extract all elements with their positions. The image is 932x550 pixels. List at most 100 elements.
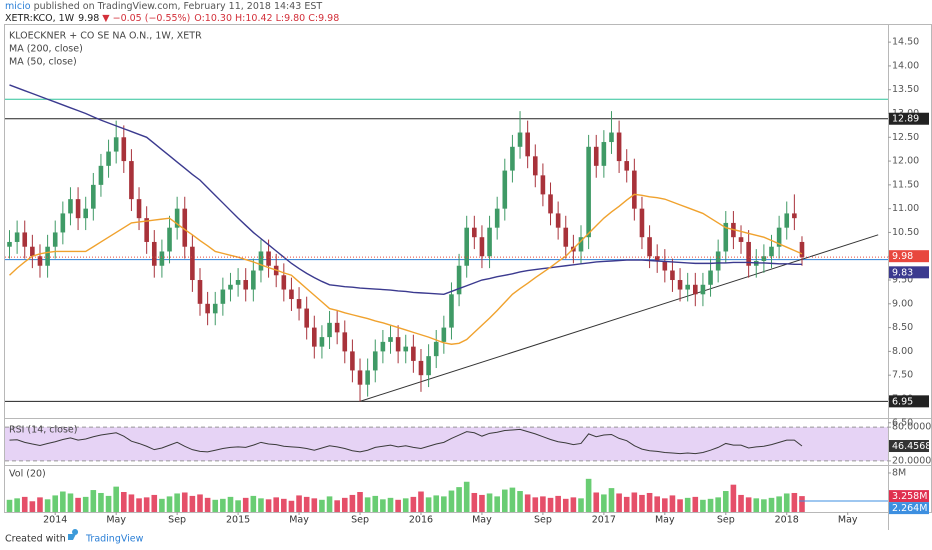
y-tick-label: 7.50	[892, 370, 913, 381]
volume-bar	[585, 478, 592, 512]
candle-body	[266, 251, 271, 266]
volume-bar	[479, 494, 485, 512]
volume-bar	[471, 492, 478, 512]
volume-bar	[364, 497, 371, 512]
volume-bar	[555, 495, 561, 512]
candle-body	[662, 260, 668, 271]
candle-body	[670, 270, 675, 281]
candle-body	[532, 156, 538, 176]
candle-body	[22, 232, 28, 247]
footer-created: Created with	[5, 534, 66, 545]
price-tag-label: 12.89	[892, 114, 919, 125]
x-tick-label: 2016	[409, 515, 433, 526]
candle-body	[395, 337, 401, 352]
volume-bar	[90, 490, 97, 512]
rsi-title: RSI (14, close)	[9, 425, 77, 436]
volume-bar	[159, 498, 165, 512]
volume-bar	[631, 492, 638, 512]
volume-bar	[372, 495, 379, 512]
candle-body	[616, 132, 622, 162]
volume-bar	[235, 500, 241, 512]
price-tag-label: 46.4568	[892, 441, 931, 452]
main-title: KLOECKNER + CO SE NA O.N., 1W, XETR	[9, 31, 202, 42]
volume-bar	[646, 492, 653, 512]
candle-body	[784, 213, 790, 228]
candle-body	[212, 303, 218, 314]
candle-body	[479, 237, 485, 257]
candle-body	[609, 132, 614, 143]
candle-body	[792, 213, 797, 219]
volume-bar	[265, 499, 272, 512]
x-tick-label: Sep	[534, 515, 552, 526]
footer-brand[interactable]: TradingView	[85, 534, 144, 545]
candle-body	[700, 284, 706, 295]
volume-bar	[745, 497, 752, 512]
candle-body	[91, 184, 96, 209]
candle-body	[426, 356, 431, 376]
y-tick-label: 11.50	[892, 179, 919, 190]
logo	[68, 529, 79, 540]
volume-bar	[669, 495, 676, 512]
volume-bar	[730, 484, 737, 512]
price-tag	[889, 395, 929, 408]
candle-body	[746, 241, 751, 266]
volume-bar	[799, 496, 805, 512]
x-tick-label: May	[655, 515, 675, 526]
x-tick-label: May	[106, 515, 126, 526]
marks: 14.5014.0013.5013.0012.5012.0011.5011.00…	[5, 37, 931, 526]
x-tick-label: Sep	[717, 515, 735, 526]
x-tick-label: May	[838, 515, 858, 526]
candle-body	[578, 237, 584, 252]
candle-body	[205, 303, 210, 314]
y-tick-label: 8.00	[892, 346, 913, 357]
ohlc: O:10.30 H:10.42 L:9.80 C:9.98	[194, 13, 339, 24]
volume-bar	[37, 497, 43, 512]
volume-title: Vol (20)	[9, 469, 46, 480]
volume-bar	[578, 498, 584, 512]
rsi-line	[9, 428, 803, 455]
candle-body	[52, 232, 58, 247]
volume-bar	[593, 492, 600, 512]
candle-body	[144, 218, 149, 242]
publisher[interactable]: micio	[5, 1, 31, 12]
candle-body	[510, 146, 515, 171]
candle-body	[342, 332, 348, 352]
volume-bar	[486, 493, 493, 512]
header-line: micio published on TradingView.com, Febru…	[5, 1, 322, 12]
price-tag-label: 2.264M	[892, 503, 927, 514]
candle-body	[334, 322, 340, 333]
candle-body	[708, 270, 713, 285]
volume-bar	[250, 495, 257, 512]
x-tick-label: Sep	[351, 515, 369, 526]
moving-average	[9, 193, 803, 345]
volume-bar	[166, 496, 173, 512]
candle-body	[136, 199, 142, 219]
volume-bar	[700, 499, 706, 512]
volume-bar	[783, 493, 790, 512]
volume-bar	[402, 498, 409, 512]
volume-bar	[639, 494, 645, 512]
volume-bar	[227, 496, 234, 512]
candle-body	[281, 275, 287, 290]
candle-body	[327, 322, 332, 338]
candle-body	[761, 256, 767, 261]
candle-body	[37, 256, 43, 266]
candle-body	[304, 308, 309, 328]
candle-body	[639, 208, 645, 238]
trend-line	[359, 234, 879, 402]
moving-average	[9, 84, 802, 296]
candle-body	[563, 227, 569, 247]
volume-bar	[151, 494, 158, 512]
candle-body	[45, 246, 50, 266]
candle-body	[776, 227, 782, 247]
volume-bar	[791, 492, 798, 512]
candle-body	[319, 337, 325, 347]
y-tick-label: 9.00	[892, 298, 913, 309]
volume-bar	[532, 497, 539, 512]
y-tick-label: 14.50	[892, 37, 919, 48]
volume-bar	[738, 494, 744, 512]
change: ▼ −0.05 (−0.55%)	[102, 13, 190, 24]
volume-bar	[448, 490, 455, 512]
volume-bar	[684, 497, 691, 512]
